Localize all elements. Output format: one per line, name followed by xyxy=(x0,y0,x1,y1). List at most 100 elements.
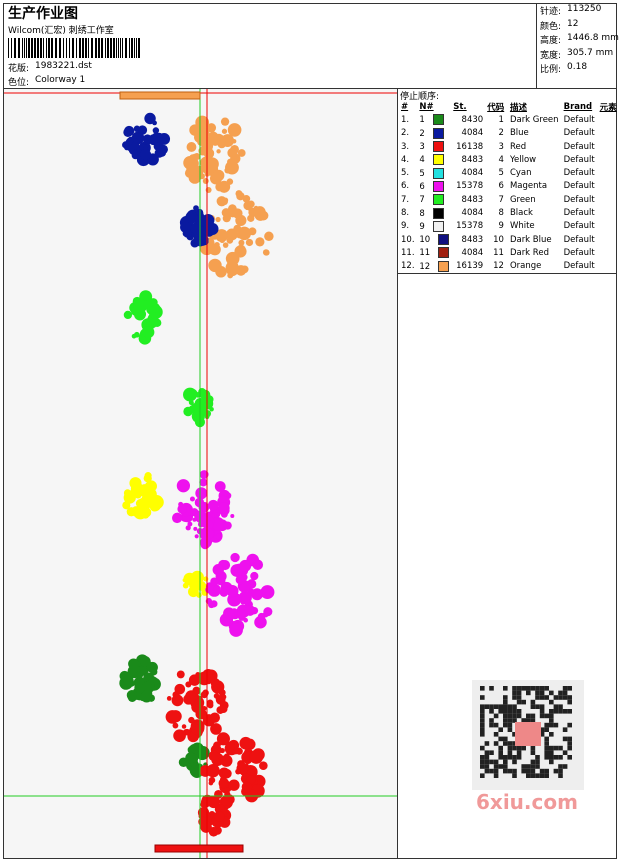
qr-dot xyxy=(498,704,503,709)
stitch xyxy=(172,512,183,524)
stitch xyxy=(171,694,184,707)
stop-row: 2. 2 4084 2 Blue Default xyxy=(399,127,620,140)
qr-dot xyxy=(521,764,526,769)
qr-dot xyxy=(535,759,540,765)
stat-value: 1446.8 mm xyxy=(567,33,619,43)
stitch xyxy=(219,588,229,597)
qr-dot xyxy=(549,713,554,719)
qr-dot xyxy=(484,755,490,760)
stitch xyxy=(176,670,185,679)
qr-dot xyxy=(489,768,494,774)
cell: 7 xyxy=(498,194,504,205)
qr-dot xyxy=(567,686,572,691)
cell xyxy=(598,193,620,206)
needle: 2 xyxy=(419,128,425,139)
stitch xyxy=(200,237,207,243)
qr-dot xyxy=(530,686,536,691)
stitch xyxy=(131,141,140,150)
cell: Magenta xyxy=(509,181,548,192)
qr-dot xyxy=(507,727,513,732)
stitch xyxy=(218,777,230,789)
row-number: 8. xyxy=(401,208,410,219)
ruler xyxy=(119,91,201,100)
row-number: 5. xyxy=(401,168,410,179)
qr-dot xyxy=(549,718,554,723)
stitch xyxy=(196,578,202,583)
swatch xyxy=(432,220,444,232)
stitch xyxy=(154,312,159,317)
qr-dot xyxy=(539,773,545,778)
stitch xyxy=(203,519,214,530)
qr-dot xyxy=(516,750,522,755)
cell: 11 xyxy=(417,246,451,259)
cell xyxy=(598,113,620,126)
stitch xyxy=(210,516,225,531)
stitch xyxy=(235,575,245,585)
qr-dot xyxy=(516,755,522,760)
swatch xyxy=(432,194,444,206)
stop-row: 1. 1 8430 1 Dark Green Default xyxy=(399,113,620,126)
cell: 3 xyxy=(417,140,451,153)
stitch xyxy=(166,696,172,701)
stitch xyxy=(236,244,246,254)
stitch xyxy=(206,764,220,778)
frame xyxy=(3,3,617,859)
stitch xyxy=(127,693,137,702)
bar xyxy=(31,38,33,58)
qr-dot xyxy=(567,736,572,742)
row-number: 2. xyxy=(401,128,410,139)
stitch xyxy=(209,172,222,185)
stitch xyxy=(194,698,204,708)
qr-dot xyxy=(553,722,559,728)
qr-dot xyxy=(516,713,522,719)
swatch xyxy=(432,167,444,179)
qr-dot xyxy=(539,695,545,700)
stitch xyxy=(237,608,247,619)
qr-dot xyxy=(484,764,490,769)
stitch xyxy=(227,158,234,166)
qr-dot xyxy=(512,690,517,696)
cell: 4. xyxy=(399,153,417,166)
qr-dot xyxy=(516,709,522,714)
qr-dot xyxy=(512,732,517,737)
stitch xyxy=(242,194,251,203)
stitch xyxy=(229,623,243,637)
needle: 7 xyxy=(419,195,425,206)
bar xyxy=(82,38,84,58)
bar xyxy=(120,38,121,58)
swatch xyxy=(438,260,450,272)
title: 生产作业图 xyxy=(8,6,78,22)
qr-dot xyxy=(512,718,517,723)
qr-dot xyxy=(503,722,508,728)
qr-dot xyxy=(498,745,503,751)
bar xyxy=(26,38,27,58)
stitch xyxy=(212,564,224,576)
qr-dot xyxy=(512,686,517,691)
row-number: 6. xyxy=(401,181,410,192)
studio: Wilcom(汇宏) 刺绣工作室 xyxy=(8,26,114,36)
stitch xyxy=(209,243,221,256)
needle: 9 xyxy=(419,221,425,232)
qr-dot xyxy=(503,709,508,714)
stitch xyxy=(195,487,208,500)
qr-dot xyxy=(503,759,508,765)
stitch xyxy=(230,513,235,518)
qr-dot xyxy=(503,686,508,691)
qr-dot xyxy=(539,709,545,714)
column-header: 描述 xyxy=(509,102,527,113)
stitch xyxy=(200,821,212,833)
cell: 5 xyxy=(498,168,504,179)
needle: 8 xyxy=(419,208,425,219)
stitch xyxy=(188,674,201,686)
stitch xyxy=(199,226,207,234)
stitch xyxy=(192,517,197,522)
qr-dot xyxy=(516,699,522,705)
bar xyxy=(136,38,137,58)
bar xyxy=(88,38,89,58)
stitch xyxy=(208,780,214,786)
stitch xyxy=(188,716,195,724)
qr-dot xyxy=(493,713,499,719)
qr-dot xyxy=(535,686,540,691)
qr-dot xyxy=(558,755,563,760)
